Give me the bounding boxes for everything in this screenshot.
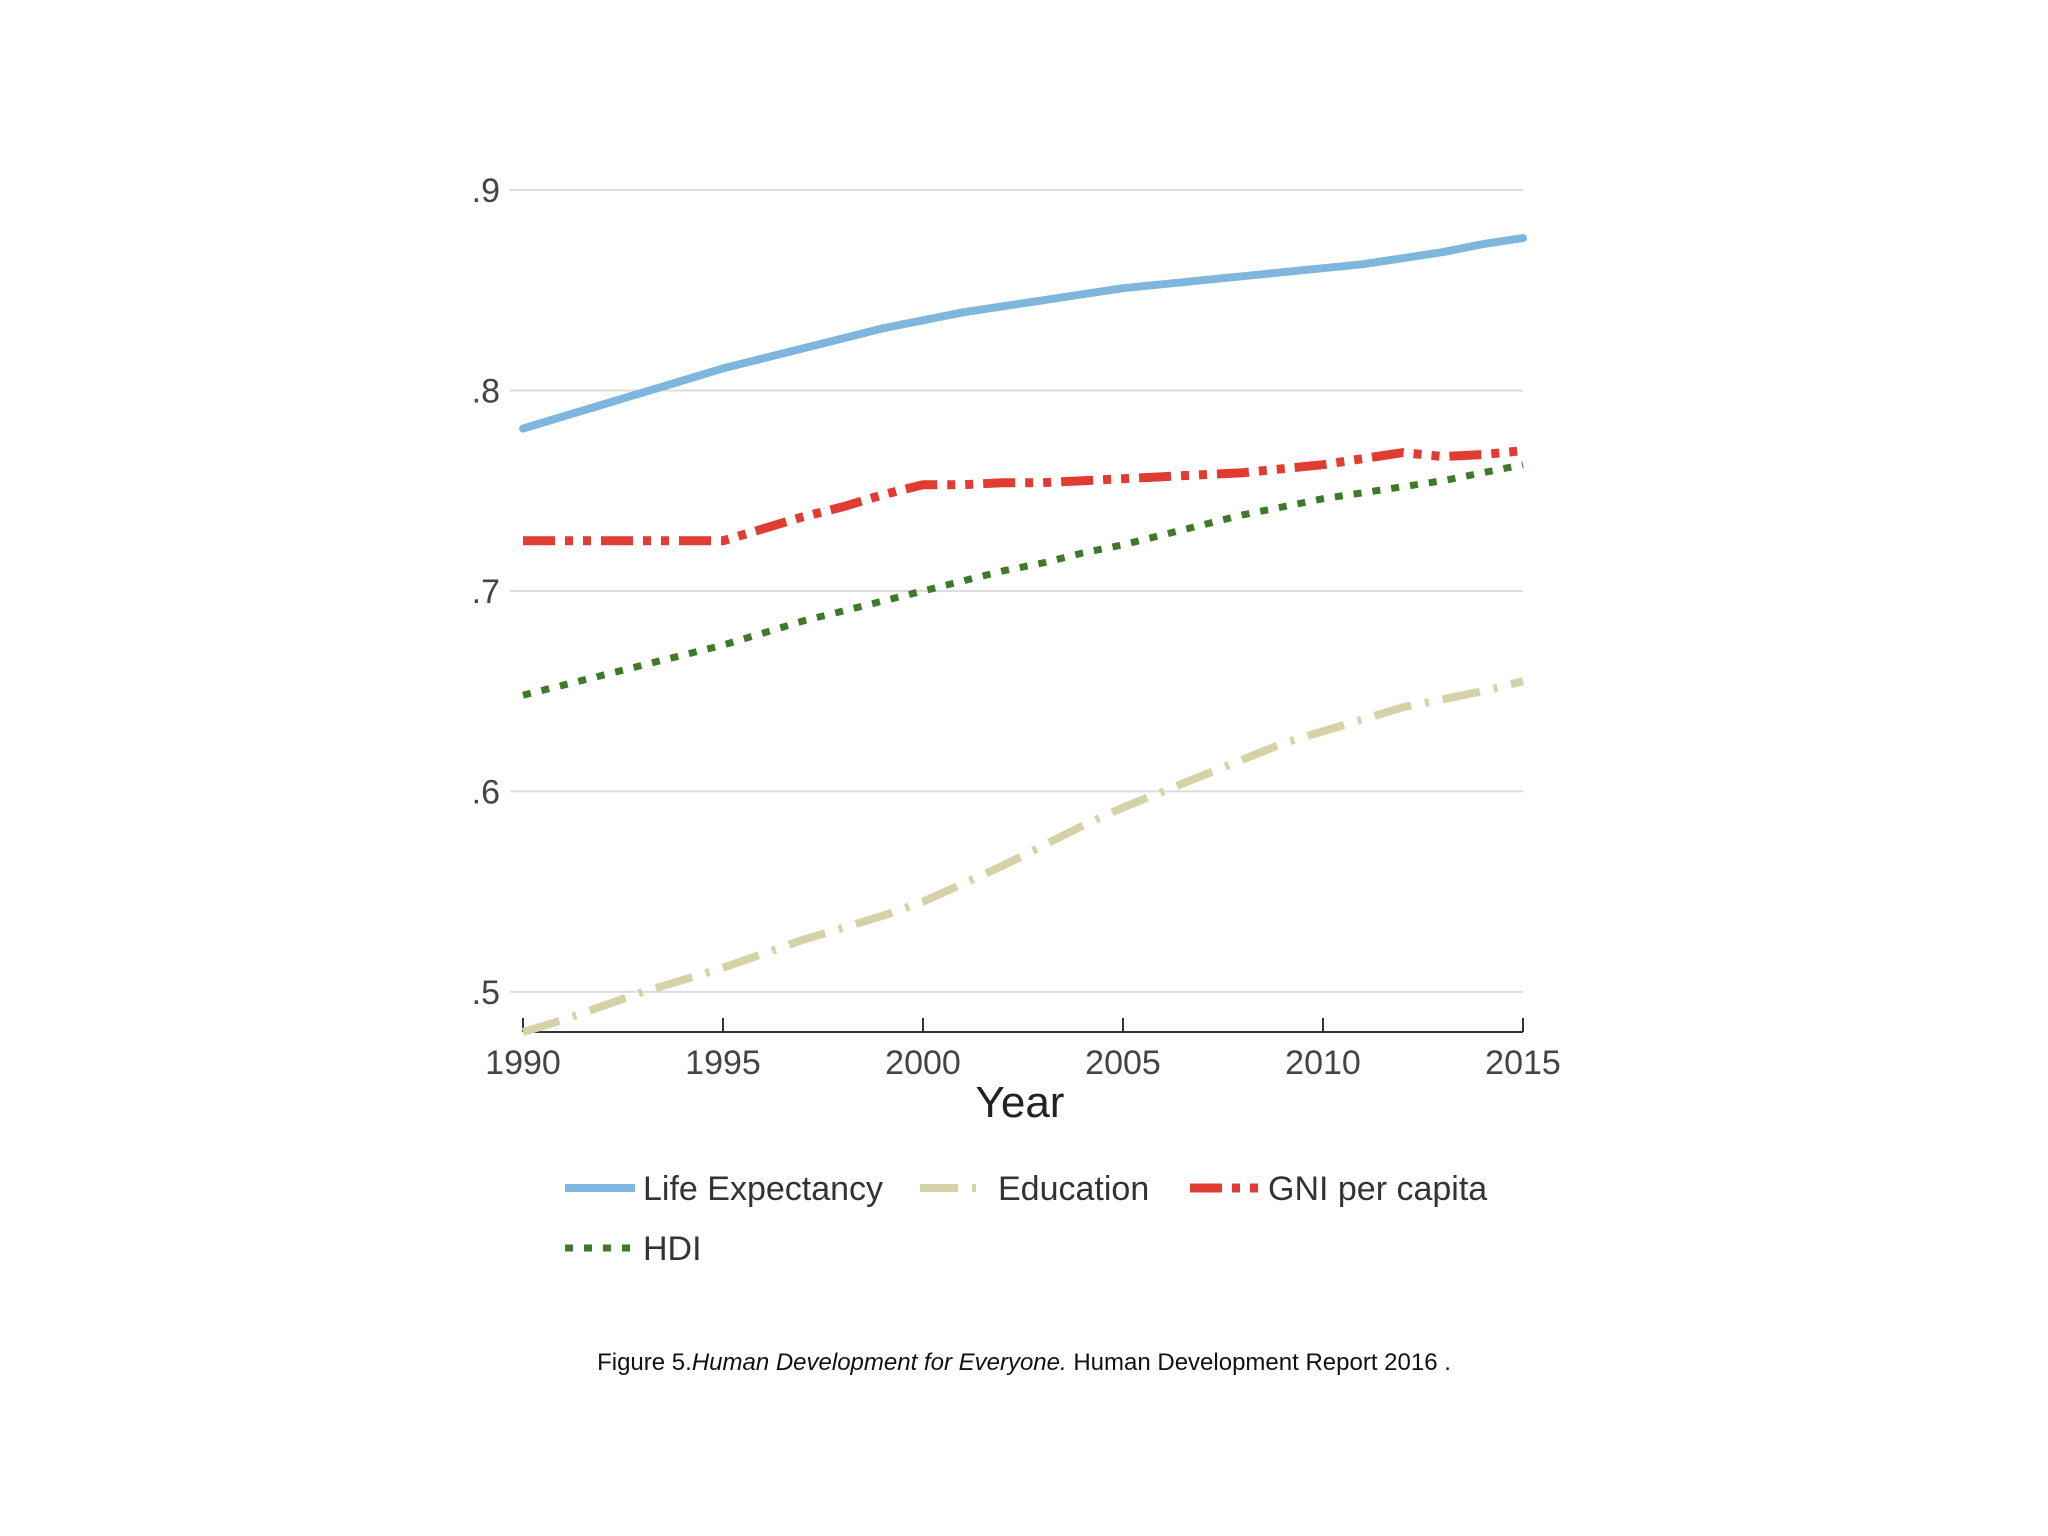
legend-label: Life Expectancy — [643, 1170, 883, 1208]
series-line-gni-per-capita — [523, 446, 1524, 546]
x-axis-title: Year — [976, 1078, 1065, 1127]
caption-suffix: Human Development Report 2016 . — [1066, 1349, 1451, 1376]
x-tick-label: 2000 — [885, 1044, 961, 1082]
figure-caption: Figure 5.Human Development for Everyone.… — [0, 1349, 2048, 1377]
x-tick-label: 2010 — [1285, 1044, 1361, 1082]
series-line-life-expectancy — [519, 234, 1527, 433]
y-tick-label: .8 — [472, 372, 500, 410]
legend-label: Education — [998, 1170, 1149, 1208]
legend-label: GNI per capita — [1268, 1170, 1487, 1208]
legend: Life Expectancy Education GNI per capita HD… — [565, 1170, 1487, 1268]
x-tick-label: 2005 — [1085, 1044, 1161, 1082]
series-line-hdi — [522, 461, 1524, 699]
grid-layer — [510, 189, 1523, 993]
y-tick-label: .9 — [472, 172, 500, 210]
x-tick-label: 1990 — [485, 1044, 561, 1082]
x-tick-label: 1995 — [685, 1044, 761, 1082]
caption-prefix: Figure 5. — [597, 1349, 692, 1376]
legend-label: HDI — [643, 1230, 702, 1268]
x-tick-label: 2015 — [1485, 1044, 1561, 1082]
y-tick-label: .6 — [472, 773, 500, 811]
y-tick-label: .5 — [472, 974, 500, 1012]
y-tick-label: .7 — [472, 573, 500, 611]
caption-italic-title: Human Development for Everyone. — [691, 1349, 1067, 1376]
series-layer — [519, 234, 1527, 1036]
series-line-education — [521, 677, 1524, 1036]
axis-layer: .5 .6 .7 .8 .9 1990 1995 2000 2005 2010 2015 — [472, 172, 1561, 1082]
